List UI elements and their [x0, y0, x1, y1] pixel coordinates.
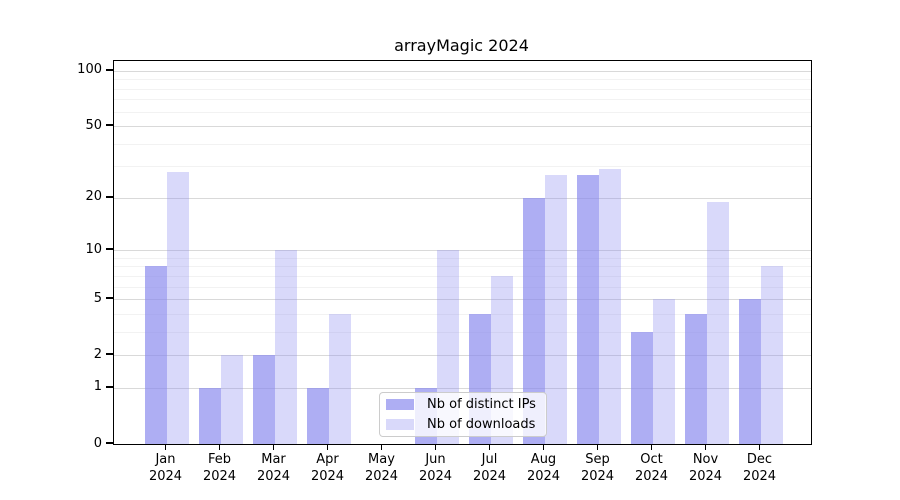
bar-distinct-ips-apr — [306, 387, 329, 444]
bar-downloads-dec — [760, 266, 783, 444]
legend-item-distinct-ips: Nb of distinct IPs — [386, 397, 540, 412]
x-tick-mark — [326, 444, 329, 450]
bar-downloads-mar — [274, 250, 297, 444]
minor-gridline — [114, 286, 811, 288]
y-tick-mark — [106, 297, 113, 299]
minor-gridline — [114, 331, 811, 333]
bar-downloads-jan — [166, 171, 189, 444]
minor-gridline — [114, 275, 811, 277]
major-gridline — [114, 299, 811, 301]
legend-label-distinct-ips: Nb of distinct IPs — [427, 397, 536, 412]
plot-area: Nb of distinct IPs Nb of downloads — [113, 60, 812, 445]
bar-distinct-ips-dec — [738, 299, 761, 444]
major-gridline — [114, 197, 811, 199]
x-tick-label-jan: Jan 2024 — [148, 452, 183, 484]
bar-downloads-sep — [598, 169, 621, 444]
x-tick-mark — [380, 444, 383, 450]
bar-distinct-ips-aug — [522, 197, 545, 444]
x-tick-label-sep: Sep 2024 — [580, 452, 615, 484]
x-tick-label-may: May 2024 — [364, 452, 399, 484]
x-tick-label-jul: Jul 2024 — [472, 452, 507, 484]
x-tick-mark — [164, 444, 167, 450]
minor-gridline — [114, 143, 811, 145]
x-tick-label-mar: Mar 2024 — [256, 452, 291, 484]
x-tick-label-feb: Feb 2024 — [202, 452, 237, 484]
x-tick-mark — [650, 444, 653, 450]
y-tick-label: 5 — [93, 290, 102, 306]
x-tick-label-jun: Jun 2024 — [418, 452, 453, 484]
major-gridline — [114, 126, 811, 127]
bar-downloads-feb — [220, 355, 243, 444]
y-tick-label: 100 — [77, 62, 102, 78]
minor-gridline — [114, 257, 811, 259]
bar-distinct-ips-jan — [144, 266, 167, 444]
y-tick-label: 2 — [93, 346, 102, 362]
minor-gridline — [114, 99, 811, 101]
y-tick-mark — [106, 442, 113, 444]
major-gridline — [114, 250, 811, 252]
bar-distinct-ips-oct — [630, 331, 653, 444]
bar-downloads-nov — [706, 201, 729, 444]
x-tick-mark — [218, 444, 221, 450]
x-tick-label-nov: Nov 2024 — [688, 452, 723, 484]
bar-distinct-ips-mar — [252, 355, 275, 444]
minor-gridline — [114, 111, 811, 113]
x-tick-mark — [758, 444, 761, 450]
legend: Nb of distinct IPs Nb of downloads — [379, 392, 547, 437]
x-tick-label-dec: Dec 2024 — [742, 452, 777, 484]
bar-downloads-apr — [328, 313, 351, 444]
x-tick-mark — [434, 444, 437, 450]
x-tick-label-aug: Aug 2024 — [526, 452, 561, 484]
x-tick-mark — [488, 444, 491, 450]
x-tick-label-oct: Oct 2024 — [634, 452, 669, 484]
minor-gridline — [114, 313, 811, 315]
y-tick-label: 50 — [85, 117, 102, 133]
major-gridline — [114, 70, 811, 72]
legend-item-downloads: Nb of downloads — [386, 417, 540, 432]
major-gridline — [114, 387, 811, 389]
y-tick-mark — [106, 124, 113, 126]
minor-gridline — [114, 166, 811, 168]
x-tick-mark — [542, 444, 545, 450]
bar-downloads-aug — [544, 174, 567, 444]
x-tick-mark — [272, 444, 275, 450]
x-tick-mark — [596, 444, 599, 450]
y-tick-label: 20 — [85, 189, 102, 205]
y-tick-label: 0 — [93, 435, 102, 451]
bar-distinct-ips-nov — [684, 313, 707, 444]
minor-gridline — [114, 79, 811, 81]
bar-downloads-oct — [652, 299, 675, 444]
y-tick-label: 1 — [93, 379, 102, 395]
y-tick-label: 10 — [85, 241, 102, 257]
y-tick-mark — [106, 248, 113, 250]
minor-gridline — [114, 266, 811, 268]
y-tick-mark — [106, 69, 113, 71]
distinct-ips-swatch — [386, 399, 414, 410]
bar-distinct-ips-feb — [198, 387, 221, 444]
downloads-swatch — [386, 419, 414, 430]
bar-distinct-ips-sep — [576, 174, 599, 444]
legend-label-downloads: Nb of downloads — [427, 417, 536, 432]
minor-gridline — [114, 88, 811, 90]
x-tick-label-apr: Apr 2024 — [310, 452, 345, 484]
chart-title: arrayMagic 2024 — [394, 36, 529, 55]
x-tick-mark — [704, 444, 707, 450]
y-tick-mark — [106, 196, 113, 198]
y-tick-mark — [106, 353, 113, 355]
y-tick-mark — [106, 386, 113, 388]
major-gridline — [114, 355, 811, 357]
